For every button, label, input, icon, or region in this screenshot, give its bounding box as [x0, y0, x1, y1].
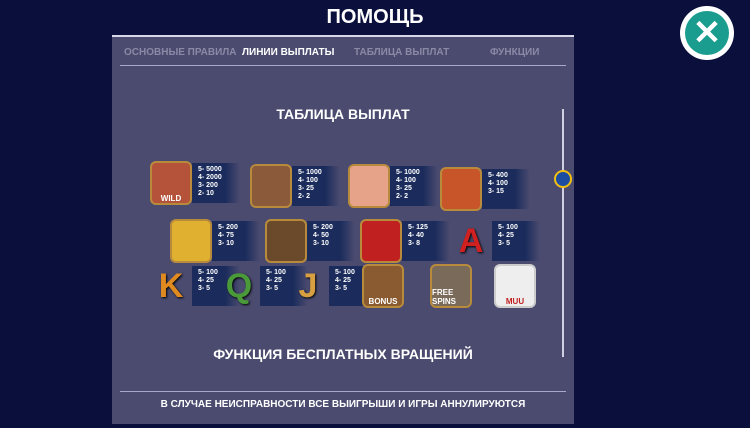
symbol-tractor-icon: [440, 167, 482, 211]
symbol-Q-icon: Q: [218, 264, 260, 308]
payout-value: 3- 25: [396, 185, 412, 192]
payout-value: 5- 5000: [198, 166, 222, 173]
symbol-label: Q: [225, 266, 253, 305]
payout-value: 4- 75: [218, 232, 234, 239]
payout-value: 4- 50: [313, 232, 329, 239]
payout-box: 5- 200 4- 50 3- 10: [307, 221, 355, 261]
payout-value: 3- 5: [498, 240, 511, 247]
symbol-pig-icon: [348, 164, 390, 208]
payout-value: 4- 25: [498, 232, 514, 239]
close-button[interactable]: ✕: [680, 6, 734, 60]
payout-value: 2- 10: [198, 190, 214, 197]
payout-value: 2- 2: [396, 193, 409, 200]
payout-value: 5- 1000: [298, 169, 322, 176]
symbol-dog-icon: [250, 164, 292, 208]
scrollbar-thumb[interactable]: [554, 170, 572, 189]
payout-box: 5- 125 4- 40 3- 8: [402, 221, 450, 261]
scrollbar-track[interactable]: [562, 109, 564, 357]
symbol-label: MUU: [505, 297, 525, 306]
payout-value: 5- 100: [498, 224, 518, 231]
symbol-label: K: [158, 266, 184, 305]
payout-value: 3- 5: [266, 285, 279, 292]
payout-value: 4- 25: [198, 277, 214, 284]
payout-box: 5- 200 4- 75 3- 10: [212, 221, 260, 261]
payout-value: 4- 25: [335, 277, 351, 284]
payout-value: 4- 25: [266, 277, 282, 284]
payout-box: 5- 1000 4- 100 3- 25 2- 2: [390, 166, 438, 206]
payout-value: 5- 100: [266, 269, 286, 276]
section-title: ТАБЛИЦА ВЫПЛАТ: [276, 106, 410, 122]
symbol-label: BONUS: [368, 297, 398, 306]
symbol-label: FREE SPINS: [432, 288, 457, 306]
payout-value: 5- 100: [335, 269, 355, 276]
payout-value: 3- 200: [198, 182, 218, 189]
symbol-label: WILD: [160, 194, 182, 203]
disclaimer: В СЛУЧАЕ НЕИСПРАВНОСТИ ВСЕ ВЫИГРЫШИ И ИГ…: [160, 399, 526, 410]
symbol-rooster-icon: [265, 219, 307, 263]
payout-value: 5- 200: [313, 224, 333, 231]
payout-value: 3- 25: [298, 185, 314, 192]
payout-value: 4- 100: [298, 177, 318, 184]
symbol-milk-icon: MUU: [494, 264, 536, 308]
symbol-label: J: [298, 266, 318, 305]
payout-value: 5- 100: [198, 269, 218, 276]
payout-box: 5- 5000 4- 2000 3- 200 2- 10: [192, 163, 240, 203]
symbol-label: A: [458, 221, 484, 260]
tab-bar: ОСНОВНЫЕ ПРАВИЛА ЛИНИИ ВЫПЛАТЫ ТАБЛИЦА В…: [120, 47, 566, 67]
tab-basic-rules[interactable]: ОСНОВНЫЕ ПРАВИЛА: [124, 47, 237, 58]
footer-divider: [120, 391, 566, 392]
symbol-corn-icon: [170, 219, 212, 263]
payout-value: 5- 200: [218, 224, 238, 231]
symbol-farmer-girl-icon: WILD: [150, 161, 192, 205]
payout-value: 2- 2: [298, 193, 311, 200]
symbol-J-icon: J: [287, 264, 329, 308]
symbol-A-icon: A: [450, 219, 492, 263]
tab-paylines[interactable]: ЛИНИИ ВЫПЛАТЫ: [242, 47, 335, 58]
payout-box: 5- 100 4- 25 3- 5: [260, 266, 308, 306]
payout-value: 3- 8: [408, 240, 421, 247]
symbol-hen-bonus-icon: BONUS: [362, 264, 404, 308]
payout-value: 5- 1000: [396, 169, 420, 176]
close-icon: ✕: [685, 11, 729, 55]
payout-value: 3- 10: [218, 240, 234, 247]
payout-value: 3- 15: [488, 188, 504, 195]
symbol-K-icon: K: [150, 264, 192, 308]
payout-box: 5- 400 4- 100 3- 15: [482, 169, 530, 209]
payout-value: 4- 100: [488, 180, 508, 187]
symbol-apples-icon: [360, 219, 402, 263]
payout-box: 5- 100 4- 25 3- 5: [492, 221, 540, 261]
tab-divider: [120, 65, 566, 66]
payout-value: 3- 10: [313, 240, 329, 247]
help-panel: ОСНОВНЫЕ ПРАВИЛА ЛИНИИ ВЫПЛАТЫ ТАБЛИЦА В…: [112, 35, 574, 424]
payout-box: 5- 100 4- 25 3- 5: [192, 266, 240, 306]
tab-paytable[interactable]: ТАБЛИЦА ВЫПЛАТ: [354, 47, 450, 58]
payout-value: 5- 400: [488, 172, 508, 179]
payout-value: 4- 40: [408, 232, 424, 239]
payout-value: 3- 5: [335, 285, 348, 292]
page-title: ПОМОЩЬ: [326, 6, 424, 28]
free-spins-title: ФУНКЦИЯ БЕСПЛАТНЫХ ВРАЩЕНИЙ: [213, 346, 473, 362]
symbol-bull-free-spins-icon: FREE SPINS: [430, 264, 472, 308]
payout-value: 4- 100: [396, 177, 416, 184]
payout-value: 3- 5: [198, 285, 211, 292]
tab-features[interactable]: ФУНКЦИИ: [490, 47, 540, 58]
payout-value: 4- 2000: [198, 174, 222, 181]
payout-box: 5- 1000 4- 100 3- 25 2- 2: [292, 166, 340, 206]
payout-value: 5- 125: [408, 224, 428, 231]
